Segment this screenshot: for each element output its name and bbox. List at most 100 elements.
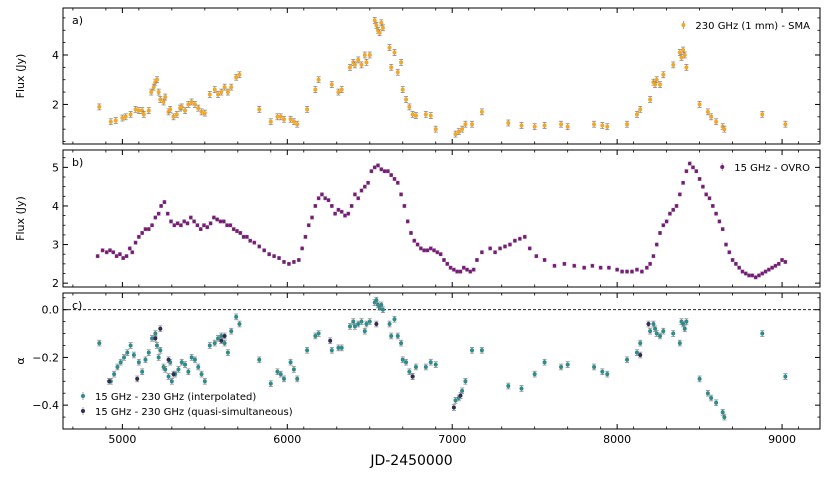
data-point (166, 374, 171, 379)
data-point (645, 265, 649, 270)
data-point (159, 204, 163, 208)
data-point (600, 369, 605, 374)
data-point (460, 388, 465, 393)
data-point (634, 112, 639, 117)
data-point (458, 393, 463, 398)
data-point (488, 246, 492, 251)
panel-label: c) (72, 299, 82, 312)
data-point (228, 223, 233, 228)
data-point (166, 357, 171, 362)
data-point (498, 246, 502, 251)
y-axis-title: α (14, 357, 27, 364)
data-point (399, 341, 404, 346)
data-point (392, 50, 397, 55)
data-point (743, 271, 748, 276)
data-point (231, 227, 236, 231)
data-point (162, 200, 167, 204)
data-point (237, 72, 242, 77)
data-point (625, 122, 630, 127)
data-point (783, 260, 788, 264)
data-point (257, 357, 262, 362)
plot-frame (62, 7, 821, 145)
data-point (433, 127, 438, 132)
data-point (208, 221, 213, 226)
data-point (470, 122, 475, 127)
data-point (183, 362, 188, 367)
data-point (460, 127, 465, 132)
data-point (681, 322, 686, 327)
data-point (107, 379, 112, 384)
data-point (428, 246, 433, 251)
data-point (153, 331, 158, 336)
data-point (171, 372, 176, 377)
data-point (646, 322, 651, 327)
data-point (722, 415, 727, 420)
data-point (605, 124, 610, 129)
data-point (677, 341, 682, 346)
data-point (753, 275, 758, 280)
data-point (133, 107, 138, 112)
data-point (316, 77, 321, 82)
data-point (400, 87, 405, 92)
data-point (671, 208, 676, 212)
x-tick-label: 6000 (273, 433, 301, 446)
data-point (133, 240, 138, 245)
data-point (697, 376, 702, 381)
data-point (691, 165, 695, 170)
data-point (175, 221, 180, 226)
data-point (542, 258, 547, 262)
x-axis-title: JD-2450000 (369, 453, 452, 469)
data-point (359, 62, 364, 67)
legend-marker (81, 409, 85, 413)
data-point (328, 338, 333, 343)
data-point (615, 267, 619, 272)
data-point (215, 217, 220, 222)
data-point (241, 235, 246, 239)
data-point (292, 260, 296, 264)
data-point (532, 372, 537, 377)
data-point (252, 240, 257, 245)
data-point (207, 92, 212, 97)
data-point (281, 117, 286, 122)
data-point (395, 70, 400, 75)
data-point (720, 410, 725, 415)
data-point (128, 112, 133, 117)
data-point (347, 324, 352, 329)
panel-label: b) (72, 156, 83, 169)
data-point (222, 219, 226, 224)
data-point (179, 360, 184, 365)
data-point (379, 20, 384, 25)
data-point (202, 111, 207, 116)
data-point (186, 102, 191, 107)
data-point (697, 177, 702, 181)
data-point (316, 196, 321, 201)
data-point (248, 238, 252, 243)
data-point (559, 364, 564, 369)
data-point (671, 62, 676, 67)
data-point (288, 117, 293, 122)
data-point (392, 317, 397, 322)
data-point (634, 350, 639, 355)
data-point (640, 269, 644, 274)
data-point (661, 72, 666, 77)
data-point (156, 90, 161, 95)
data-point (432, 248, 436, 253)
data-point (435, 250, 440, 255)
panel-a-sma: 2 4 Flux (Jy) a) 230 GHz (1 mm) - SMA (14, 7, 821, 145)
data-point (468, 269, 473, 274)
data-point (638, 341, 643, 346)
data-point (727, 250, 732, 255)
data-point (336, 90, 341, 95)
data-point (542, 360, 547, 365)
data-point (161, 99, 166, 104)
data-point (330, 204, 334, 208)
data-point (234, 314, 239, 319)
data-point (218, 219, 223, 224)
data-point (118, 360, 123, 365)
data-point (364, 60, 369, 65)
data-point (174, 112, 179, 117)
data-point (158, 348, 163, 353)
data-point (372, 165, 377, 170)
data-point (389, 65, 394, 70)
data-point (339, 87, 344, 92)
